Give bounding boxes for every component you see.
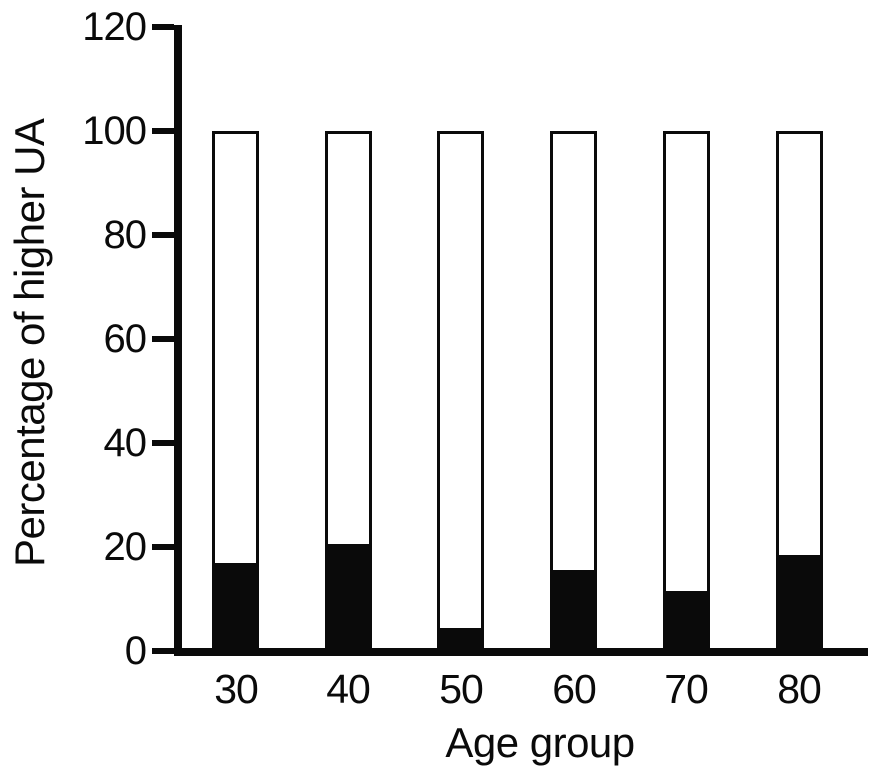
x-tick-label: 70 xyxy=(664,666,709,712)
bar-age-80 xyxy=(776,131,823,651)
y-tick xyxy=(152,128,174,134)
bar-black-segment xyxy=(328,544,369,648)
bar-black-segment xyxy=(779,555,820,648)
x-tick-label: 50 xyxy=(439,666,484,712)
y-tick xyxy=(152,440,174,446)
y-tick-label: 0 xyxy=(124,629,147,673)
bar-black-segment xyxy=(215,563,256,648)
y-tick xyxy=(152,544,174,550)
y-tick xyxy=(152,232,174,238)
x-tick-label: 60 xyxy=(552,666,597,712)
x-tick-label: 80 xyxy=(777,666,822,712)
x-tick-label: 40 xyxy=(326,666,371,712)
x-axis-title: Age group xyxy=(445,719,635,766)
y-tick-label: 100 xyxy=(82,109,147,153)
y-axis-line xyxy=(174,25,182,656)
bar-age-30 xyxy=(212,131,259,651)
y-tick xyxy=(152,648,174,654)
y-tick-label: 40 xyxy=(103,421,148,465)
bar-black-segment xyxy=(666,591,707,648)
x-tick-label: 30 xyxy=(214,666,259,712)
y-tick-label: 120 xyxy=(82,5,147,49)
bar-age-50 xyxy=(437,131,484,651)
y-tick xyxy=(152,24,174,30)
bar-black-segment xyxy=(553,570,594,648)
y-tick-label: 60 xyxy=(103,317,148,361)
x-axis-line xyxy=(174,648,868,656)
bar-age-60 xyxy=(550,131,597,651)
bar-age-70 xyxy=(663,131,710,651)
y-tick-label: 80 xyxy=(103,213,148,257)
bar-age-40 xyxy=(325,131,372,651)
y-tick xyxy=(152,336,174,342)
bar-black-segment xyxy=(440,628,481,648)
y-tick-label: 20 xyxy=(103,525,148,569)
